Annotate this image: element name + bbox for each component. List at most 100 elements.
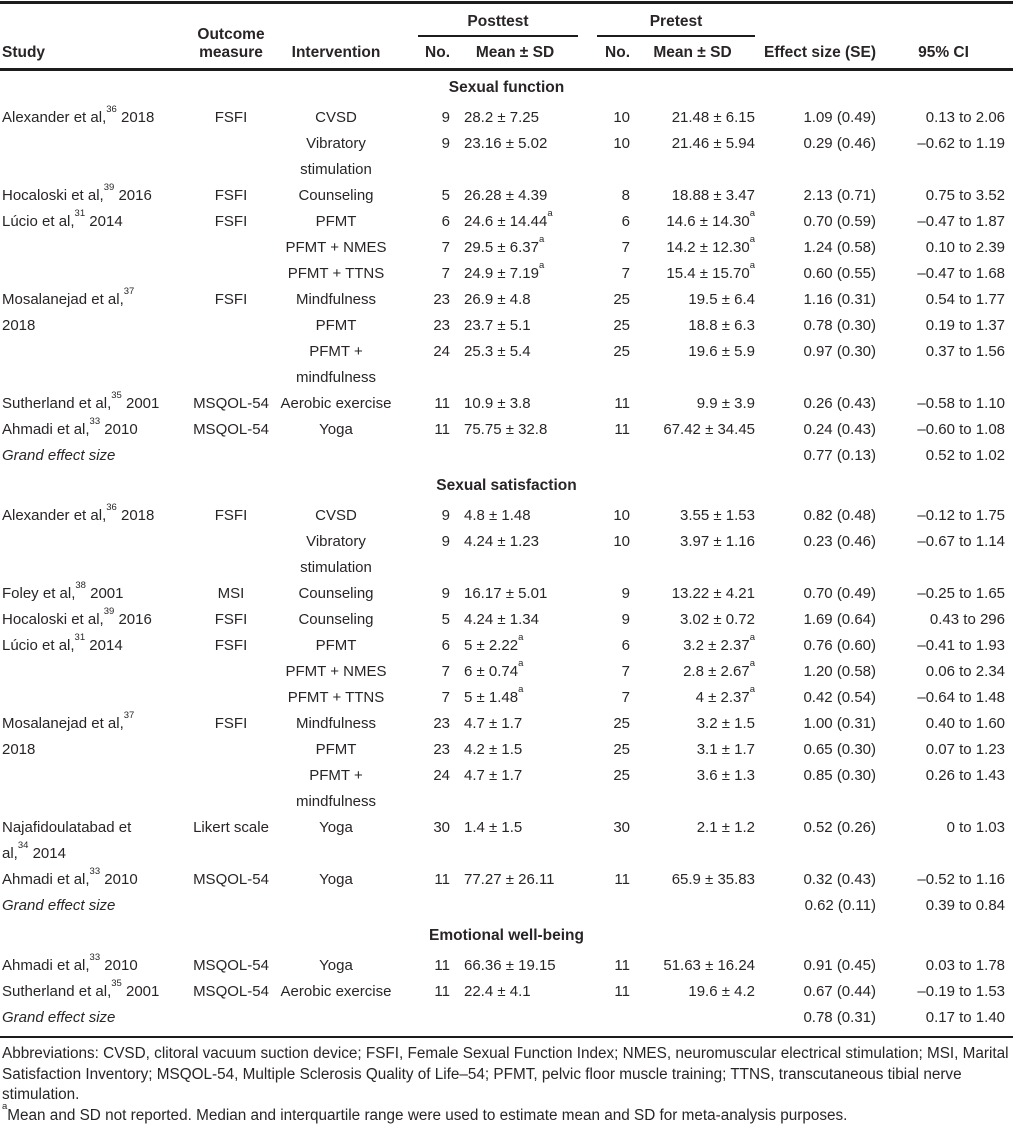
intervention-cell: CVSD: [315, 109, 357, 126]
ci-cell: –0.47 to 1.87: [917, 213, 1005, 230]
table-row: Mosalanejad et al,37 2018 FSFI Mindfulness 2…: [0, 287, 1013, 334]
ci-cell: 0.13 to 2.06: [925, 109, 1005, 126]
intervention-cell: Mindfulness: [295, 715, 377, 732]
ci-cell: –0.25 to 1.65: [917, 585, 1005, 602]
posttest-no-cell: 23: [433, 291, 450, 308]
ci-cell: –0.58 to 1.10: [917, 395, 1005, 412]
posttest-mean-sd-cell: 29.5 ± 6.37a: [464, 235, 545, 256]
pretest-no-cell: 8: [621, 187, 630, 204]
table-row: Hocaloski et al,39 2016 FSFI Counseling 5 4.…: [0, 607, 1013, 633]
intervention-cell: PFMT: [315, 637, 357, 654]
posttest-group-label: Posttest: [418, 12, 578, 37]
intervention-cell: Yoga: [319, 871, 353, 888]
posttest-no-cell: 23: [433, 741, 450, 758]
table-row: Najafidoulatabad et al,34 2014 Likert scal…: [0, 815, 1013, 867]
table-row: Alexander et al,36 2018 FSFI CVSD 9 4.8 ± 1.…: [0, 503, 1013, 529]
study-cell: Alexander et al,36 2018: [2, 503, 155, 524]
pretest-group-label: Pretest: [597, 12, 755, 37]
pretest-mean-sd-cell: 14.6 ± 14.30a: [666, 209, 755, 230]
posttest-mean-sd-cell: 28.2 ± 7.25: [464, 109, 539, 126]
footnote-a-superscript: a: [749, 633, 755, 643]
ci-cell: 0.40 to 1.60: [925, 715, 1005, 732]
effect-size-cell: 0.82 (0.48): [803, 507, 876, 524]
table-row: Mosalanejad et al,37 2018 FSFI Mindfulness 2…: [0, 711, 1013, 758]
reference-superscript: 33: [89, 417, 101, 427]
intervention-cell: Yoga: [319, 957, 353, 974]
effect-size-cell: 0.42 (0.54): [803, 689, 876, 706]
reference-superscript: 39: [103, 607, 115, 617]
grand-effect-size-cell: 0.77 (0.13): [803, 447, 876, 464]
intervention-cell: PFMT: [315, 741, 357, 758]
effect-size-cell: 0.67 (0.44): [803, 983, 876, 1000]
ci-cell: –0.19 to 1.53: [917, 983, 1005, 1000]
reference-superscript: 37: [123, 287, 135, 297]
footnote-a-superscript: a: [749, 685, 755, 695]
ci-cell: –0.62 to 1.19: [917, 135, 1005, 152]
intervention-cell: PFMT + mindfulness: [295, 343, 377, 386]
posttest-mean-sd-cell: 23.16 ± 5.02: [464, 135, 548, 152]
pretest-mean-sd-cell: 19.5 ± 6.4: [688, 291, 755, 308]
section-row: Sexual function: [0, 70, 1013, 106]
outcome-measure-cell: MSQOL-54: [193, 421, 269, 438]
ci-cell: –0.52 to 1.16: [917, 871, 1005, 888]
intervention-cell: PFMT: [315, 317, 357, 334]
effect-size-cell: 0.23 (0.46): [803, 533, 876, 550]
table-row: Sutherland et al,35 2001 MSQOL-54 Aerobic …: [0, 979, 1013, 1005]
grand-effect-row: Grand effect size 0.77 (0.13) 0.52 to 1.02: [0, 443, 1013, 469]
posttest-mean-sd-cell: 1.4 ± 1.5: [464, 819, 523, 836]
ci-cell: –0.41 to 1.93: [917, 637, 1005, 654]
section-title: Sexual satisfaction: [436, 477, 577, 494]
outcome-measure-cell: FSFI: [214, 109, 248, 126]
posttest-no-cell: 5: [441, 611, 450, 628]
table-row: PFMT + TTNS 7 5 ± 1.48a 7 4 ± 2.37a 0.42 (0.5…: [0, 685, 1013, 711]
outcome-measure-cell: FSFI: [214, 715, 248, 732]
posttest-mean-sd-cell: 4.8 ± 1.48: [464, 507, 531, 524]
study-cell: Ahmadi et al,33 2010: [2, 953, 138, 974]
pretest-mean-sd-cell: 18.88 ± 3.47: [671, 187, 755, 204]
posttest-no-cell: 7: [441, 663, 450, 680]
study-cell: Ahmadi et al,33 2010: [2, 417, 138, 438]
effect-size-cell: 1.09 (0.49): [803, 109, 876, 126]
effect-size-cell: 0.76 (0.60): [803, 637, 876, 654]
ci-cell: 0.54 to 1.77: [925, 291, 1005, 308]
pretest-mean-sd-cell: 3.2 ± 1.5: [696, 715, 755, 732]
pretest-no-cell: 10: [613, 135, 630, 152]
col-header-mean-sd-posttest: Mean ± SD: [450, 38, 580, 71]
study-cell: Sutherland et al,35 2001: [2, 391, 160, 412]
footnote-a-superscript: a: [547, 209, 553, 219]
posttest-mean-sd-cell: 66.36 ± 19.15: [464, 957, 556, 974]
study-cell: Alexander et al,36 2018: [2, 105, 155, 126]
effect-size-cell: 0.32 (0.43): [803, 871, 876, 888]
posttest-mean-sd-cell: 10.9 ± 3.8: [464, 395, 531, 412]
intervention-cell: CVSD: [315, 507, 357, 524]
pretest-no-cell: 10: [613, 109, 630, 126]
posttest-no-cell: 11: [434, 983, 450, 1000]
section-row: Emotional well-being: [0, 919, 1013, 953]
outcome-measure-cell: MSI: [217, 585, 245, 602]
posttest-no-cell: 7: [441, 689, 450, 706]
posttest-no-cell: 9: [441, 507, 450, 524]
footnote-a-superscript: a: [518, 659, 524, 669]
pretest-no-cell: 11: [614, 871, 630, 888]
outcome-measure-cell: FSFI: [214, 637, 248, 654]
posttest-no-cell: 11: [434, 421, 450, 438]
footnote-a-superscript: a: [538, 261, 545, 271]
col-group-posttest: Posttest: [400, 3, 580, 39]
posttest-no-cell: 11: [434, 395, 450, 412]
pretest-mean-sd-cell: 3.02 ± 0.72: [680, 611, 755, 628]
pretest-no-cell: 7: [621, 663, 630, 680]
posttest-no-cell: 11: [434, 871, 450, 888]
intervention-cell: Counseling: [298, 187, 374, 204]
ci-cell: 0.26 to 1.43: [925, 767, 1005, 784]
reference-superscript: 33: [89, 867, 101, 877]
posttest-mean-sd-cell: 4.7 ± 1.7: [464, 715, 523, 732]
pretest-no-cell: 25: [613, 767, 630, 784]
pretest-no-cell: 9: [621, 585, 630, 602]
ci-cell: 0.03 to 1.78: [925, 957, 1005, 974]
pretest-no-cell: 11: [614, 421, 630, 438]
outcome-measure-cell: MSQOL-54: [193, 395, 269, 412]
posttest-no-cell: 11: [434, 957, 450, 974]
posttest-mean-sd-cell: 24.6 ± 14.44a: [464, 209, 553, 230]
pretest-mean-sd-cell: 3.6 ± 1.3: [696, 767, 755, 784]
intervention-cell: Mindfulness: [295, 291, 377, 308]
